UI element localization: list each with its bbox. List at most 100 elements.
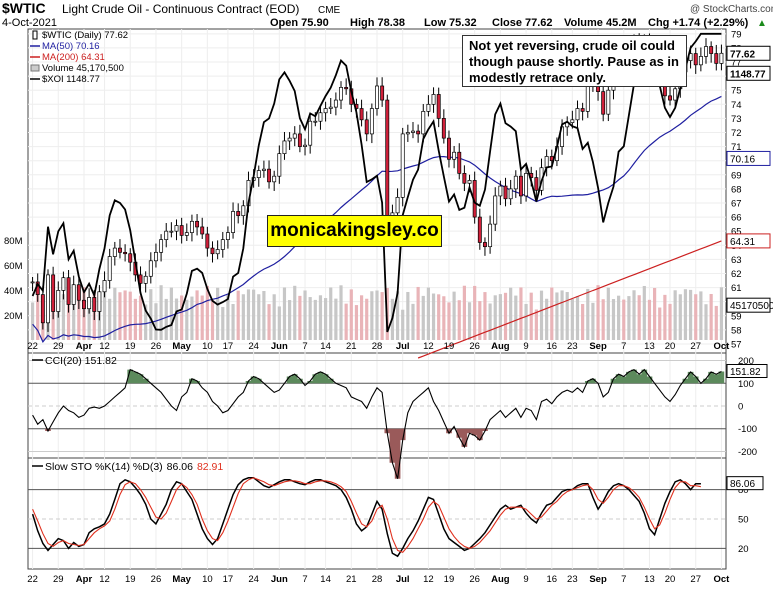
x-tick-label-top: 12 bbox=[423, 341, 434, 352]
sto-k-value: 86.06 bbox=[167, 461, 193, 473]
price-tick-label: 74 bbox=[731, 100, 742, 111]
x-tick-label-top: Oct bbox=[714, 341, 731, 352]
volume-bar bbox=[313, 299, 317, 340]
candle-up bbox=[256, 170, 261, 178]
x-tick-label-bottom: 29 bbox=[53, 574, 64, 585]
candle-up bbox=[570, 119, 575, 123]
candle-up bbox=[452, 151, 457, 160]
candle-down bbox=[668, 95, 672, 101]
right-tag-box bbox=[726, 297, 771, 313]
candle-up bbox=[411, 130, 415, 133]
volume-bar bbox=[550, 287, 554, 340]
candle-up bbox=[405, 132, 410, 135]
candle-down bbox=[709, 46, 714, 54]
volume-bar bbox=[570, 298, 574, 340]
x-tick-label-bottom: 28 bbox=[372, 574, 383, 585]
volume-bar bbox=[339, 285, 343, 340]
candle-up bbox=[87, 297, 92, 310]
volume-bar bbox=[365, 298, 369, 340]
close-value: Close 77.62 bbox=[492, 17, 553, 29]
candle-up bbox=[143, 275, 148, 284]
x-tick-label-bottom: 12 bbox=[423, 574, 434, 585]
candle-down bbox=[66, 277, 71, 305]
x-tick-label-bottom: 17 bbox=[223, 574, 234, 585]
volume-bar bbox=[380, 292, 384, 340]
candle-up bbox=[272, 175, 277, 183]
volume-bar bbox=[164, 298, 168, 340]
cci-series bbox=[28, 360, 726, 479]
volume-axis-label: 60M bbox=[4, 261, 23, 272]
volume-bar bbox=[627, 296, 631, 340]
axis-labels: 5758596061626364656667686970717273747576… bbox=[4, 29, 773, 585]
volume-bar bbox=[257, 294, 261, 340]
candle-up bbox=[585, 84, 590, 112]
volume-bar bbox=[66, 293, 71, 340]
price-tick-label: 72 bbox=[731, 128, 742, 139]
volume-bar bbox=[617, 295, 621, 340]
candle-down bbox=[380, 85, 385, 101]
exchange-label: CME bbox=[318, 5, 341, 16]
volume-axis-label: 40M bbox=[4, 286, 23, 297]
volume-value: Volume 45.2M bbox=[564, 17, 637, 29]
volume-bar bbox=[77, 295, 81, 340]
x-tick-label-top: 23 bbox=[567, 341, 578, 352]
candle-up bbox=[148, 260, 153, 277]
candle-down bbox=[40, 294, 45, 324]
volume-bar bbox=[406, 291, 410, 340]
volume-bar bbox=[642, 285, 646, 340]
candle-down bbox=[92, 297, 97, 312]
volume-axis-label: 80M bbox=[4, 236, 23, 247]
volume-bar bbox=[174, 298, 179, 340]
candle-up bbox=[333, 99, 338, 108]
volume-bar bbox=[452, 291, 456, 340]
volume-bar bbox=[714, 305, 718, 340]
watermark-banner: monicakingsley.co bbox=[267, 215, 442, 247]
volume-bar bbox=[653, 287, 657, 340]
volume-bar bbox=[447, 302, 451, 340]
volume-bar bbox=[478, 301, 482, 340]
volume-bar bbox=[241, 294, 245, 340]
sto-last-tag-box bbox=[726, 476, 764, 491]
stockcharts-watermark[interactable]: @ StockCharts.com bbox=[690, 4, 773, 15]
candle-down bbox=[503, 185, 508, 200]
volume-bar bbox=[555, 292, 559, 340]
volume-bar bbox=[51, 302, 55, 340]
volume-bar bbox=[462, 285, 466, 340]
candle-up bbox=[189, 220, 194, 233]
candle-up bbox=[318, 112, 323, 122]
x-tick-label-top: 9 bbox=[523, 341, 528, 352]
price-tick-label: 75 bbox=[731, 86, 742, 97]
volume-bar bbox=[545, 298, 549, 340]
volume-bar bbox=[457, 300, 461, 340]
candle-up bbox=[112, 247, 117, 257]
candle-up bbox=[61, 277, 66, 291]
volume-bar bbox=[467, 302, 472, 340]
legend-entry: Volume 45,170,500 bbox=[42, 63, 124, 74]
sto-tick-label: 50 bbox=[738, 515, 749, 526]
volume-bar bbox=[303, 290, 307, 340]
stochastic-series bbox=[28, 477, 726, 558]
candle-up bbox=[277, 153, 282, 177]
volume-bar bbox=[488, 303, 492, 340]
volume-bar bbox=[560, 290, 564, 340]
right-tag-box bbox=[726, 233, 771, 249]
volume-bar bbox=[205, 285, 209, 340]
volume-bar bbox=[632, 290, 636, 340]
sto-title-text: Slow STO %K(14) %D(3) 86.06 82.91 bbox=[45, 461, 223, 473]
candle-up bbox=[426, 103, 431, 112]
volume-bar bbox=[262, 291, 266, 340]
right-tag-label: 64.31 bbox=[730, 237, 755, 248]
candle-up bbox=[164, 230, 169, 240]
volume-bar bbox=[426, 287, 431, 340]
x-tick-label-bottom: 22 bbox=[27, 574, 38, 585]
volume-bar bbox=[611, 299, 616, 340]
volume-bar bbox=[272, 294, 276, 340]
volume-bar bbox=[221, 306, 225, 340]
candle-up bbox=[493, 195, 498, 225]
candle-up bbox=[375, 85, 379, 109]
candle-down bbox=[693, 53, 698, 66]
candle-up bbox=[169, 230, 174, 233]
x-tick-label-top: 21 bbox=[346, 341, 357, 352]
volume-bar bbox=[493, 295, 497, 340]
